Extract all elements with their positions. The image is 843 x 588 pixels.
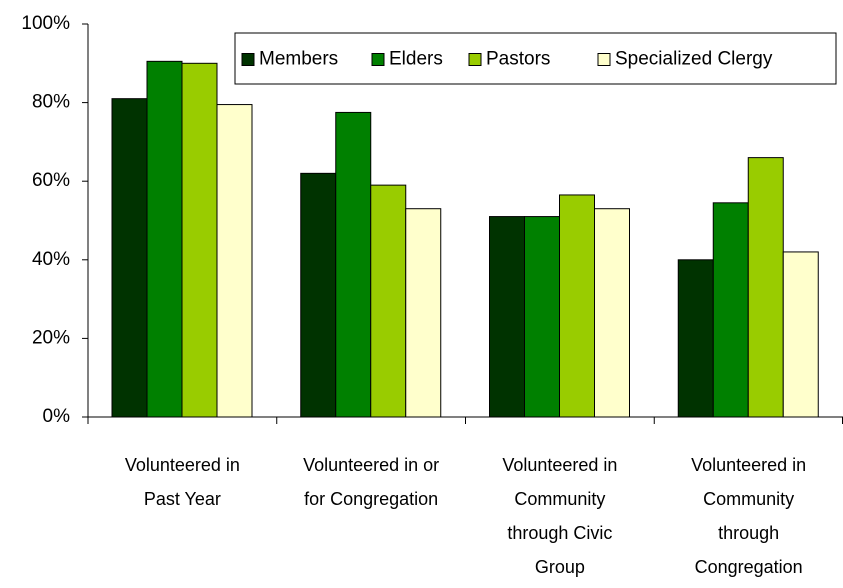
x-tick-label: Volunteered in Community through Congreg… (691, 455, 807, 577)
bar (489, 216, 525, 418)
y-tick-label: 60% (32, 170, 70, 191)
bar (594, 208, 630, 418)
bar (559, 194, 595, 418)
x-tick-label: Volunteered in or for Congregation (303, 455, 440, 509)
legend-label: Members (259, 49, 338, 70)
bar (677, 259, 714, 418)
bar (216, 104, 253, 418)
bar (146, 60, 183, 418)
y-tick-label: 80% (32, 92, 70, 113)
legend-swatch (371, 53, 385, 66)
x-tick-label: Volunteered in Community through Civic G… (502, 455, 618, 577)
y-tick-label: 20% (32, 327, 70, 348)
bar (712, 202, 749, 418)
bar (181, 62, 218, 418)
y-tick-label: 40% (32, 249, 70, 270)
legend-label: Elders (389, 49, 443, 70)
bar (405, 208, 442, 418)
bar (782, 251, 819, 418)
legend-box (234, 32, 837, 85)
bar (111, 98, 148, 418)
y-tick-label: 100% (21, 13, 70, 34)
bar (747, 157, 784, 418)
bar (300, 172, 337, 418)
bar (335, 111, 372, 418)
legend-label: Specialized Clergy (615, 49, 773, 70)
y-tick-label: 0% (43, 406, 71, 427)
x-tick-label: Volunteered in Past Year (124, 455, 240, 509)
legend-swatch (241, 53, 255, 66)
legend-swatch (597, 53, 611, 66)
legend-swatch (468, 53, 482, 66)
bar (370, 184, 407, 418)
bar (524, 216, 560, 418)
legend-label: Pastors (486, 49, 550, 70)
